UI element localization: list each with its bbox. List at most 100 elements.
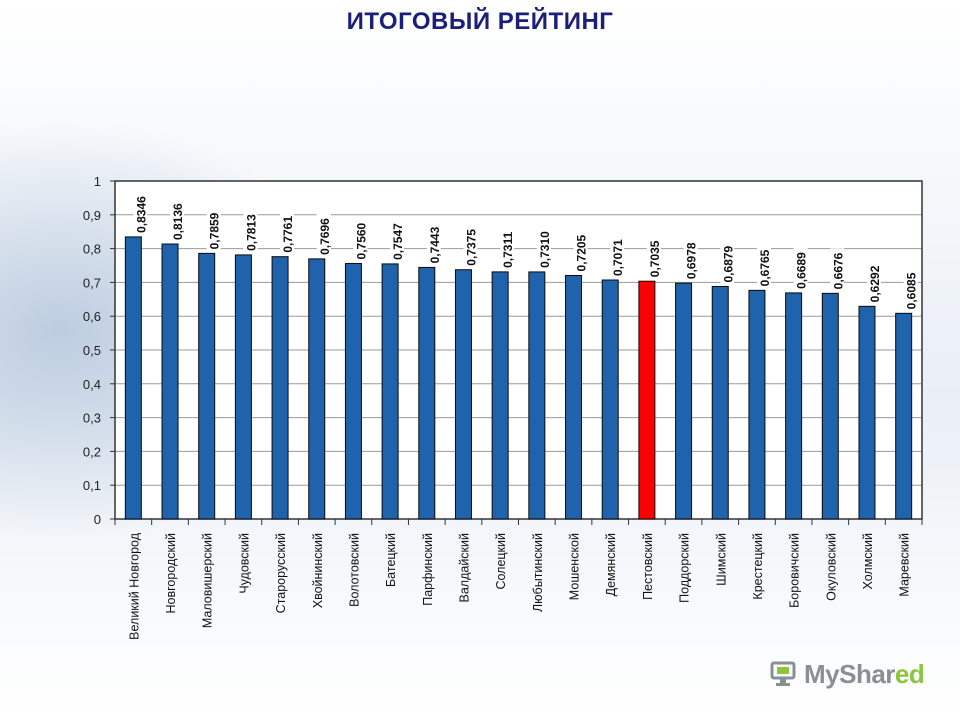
logo-text: MyShared <box>804 659 925 690</box>
data-label: 0,6085 <box>905 272 919 309</box>
bar <box>198 252 216 520</box>
data-label-group: 0,7443 <box>426 222 442 265</box>
x-tick-label: Волотовский <box>347 533 361 607</box>
data-label-group: 0,7071 <box>610 235 625 278</box>
data-label-box <box>573 230 588 273</box>
y-tick-label: 0,2 <box>83 444 101 459</box>
data-label-group: 0,6978 <box>683 238 699 281</box>
data-label-group: 0,7375 <box>463 224 478 267</box>
data-label-group: 0,6085 <box>903 268 919 311</box>
y-tick-label: 0,8 <box>83 242 101 257</box>
data-label: 0,7035 <box>648 240 662 277</box>
bar <box>711 285 729 520</box>
data-label-box <box>243 209 258 252</box>
bar <box>491 271 509 520</box>
data-label-group: 0,7560 <box>353 218 368 261</box>
data-label-box <box>206 208 221 251</box>
data-label-group: 0,7813 <box>243 209 258 252</box>
bar <box>124 236 142 520</box>
data-label-group: 0,7035 <box>646 236 662 279</box>
x-tick-label: Хвойнинский <box>311 533 325 608</box>
x-tick-label: Крестецкий <box>751 533 765 600</box>
x-tick-label: Новгородский <box>164 533 178 613</box>
x-tick-label: Великий Новгород <box>127 532 141 640</box>
data-label: 0,7310 <box>538 231 552 268</box>
data-label: 0,6978 <box>685 242 699 279</box>
bar <box>271 256 289 520</box>
data-label-box <box>720 241 735 284</box>
x-tick-label: Боровичский <box>788 533 802 608</box>
data-label-box <box>756 245 771 288</box>
x-tick-label: Маловишерский <box>201 533 215 628</box>
data-label-box <box>683 238 698 281</box>
x-tick-label: Пестовский <box>641 533 655 600</box>
data-label-box <box>390 218 405 261</box>
data-label: 0,7547 <box>391 223 405 260</box>
x-tick-label: Парфинский <box>421 533 435 606</box>
data-label-group: 0,7696 <box>316 213 332 256</box>
y-tick-label: 0,9 <box>83 208 101 223</box>
y-tick-label: 0,3 <box>83 411 101 426</box>
data-label: 0,7205 <box>575 234 589 271</box>
data-label-group: 0,7547 <box>390 218 405 261</box>
data-label: 0,7071 <box>611 239 625 276</box>
data-label-box <box>316 213 331 256</box>
data-label-box <box>170 199 185 242</box>
data-label-box <box>793 247 808 290</box>
data-label-group: 0,6292 <box>866 261 882 304</box>
bar <box>895 312 913 520</box>
bar <box>454 269 472 520</box>
x-tick-label: Старорусский <box>274 533 288 613</box>
data-label-box <box>280 211 295 254</box>
x-tick-label: Валдайский <box>457 533 471 603</box>
x-tick-label: Поддорский <box>678 533 692 603</box>
data-label: 0,7443 <box>428 226 442 263</box>
bar <box>748 289 766 520</box>
data-label: 0,7761 <box>281 216 295 253</box>
data-label-group: 0,7859 <box>206 208 222 251</box>
data-label-box <box>426 222 441 265</box>
data-label-box <box>536 226 551 269</box>
data-label-box <box>903 268 918 311</box>
bar <box>344 262 362 520</box>
data-label: 0,8346 <box>134 196 148 233</box>
y-tick-label: 0,6 <box>83 309 101 324</box>
data-label: 0,6676 <box>831 252 845 289</box>
data-label: 0,6879 <box>721 245 735 282</box>
data-label-group: 0,7310 <box>536 226 552 269</box>
bar <box>785 292 803 520</box>
y-tick-label: 0 <box>94 512 101 527</box>
bar <box>528 271 546 520</box>
data-label-group: 0,6676 <box>830 248 845 291</box>
bar <box>565 274 583 520</box>
data-label-group: 0,7205 <box>573 230 589 273</box>
data-label: 0,8136 <box>171 203 185 240</box>
data-label: 0,7311 <box>501 232 515 268</box>
data-label: 0,7696 <box>318 218 332 255</box>
data-label-box <box>500 226 515 269</box>
bar <box>675 282 693 520</box>
x-tick-label: Солецкий <box>494 533 508 590</box>
bar <box>821 292 839 520</box>
data-label-box <box>463 224 478 267</box>
bar <box>601 279 619 520</box>
data-label-group: 0,6879 <box>720 241 735 284</box>
data-label: 0,6292 <box>868 265 882 302</box>
data-label-group: 0,6689 <box>793 247 809 290</box>
data-label-group: 0,7761 <box>280 211 295 254</box>
x-tick-label: Чудовский <box>237 533 251 594</box>
data-label-box <box>830 248 845 291</box>
page-title: ИТОГОВЫЙ РЕЙТИНГ <box>346 8 614 35</box>
monitor-logo-icon <box>770 661 796 686</box>
x-tick-label: Окуловский <box>824 533 838 601</box>
bar <box>858 305 876 520</box>
x-tick-label: Мошенской <box>568 533 582 600</box>
data-label: 0,6765 <box>758 249 772 286</box>
y-tick-label: 0,7 <box>83 275 101 290</box>
bar-highlighted <box>638 280 656 520</box>
data-label: 0,6689 <box>795 252 809 289</box>
data-label: 0,7560 <box>354 222 368 259</box>
data-label-group: 0,8136 <box>170 199 185 242</box>
data-label-box <box>133 191 148 234</box>
y-tick-label: 0,4 <box>83 377 101 392</box>
